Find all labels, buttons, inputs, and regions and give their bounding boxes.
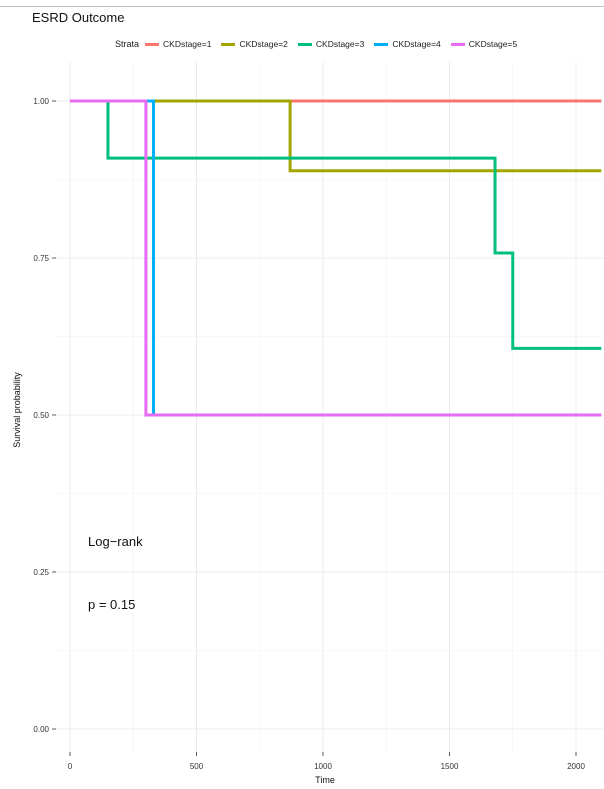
x-tick-label: 2000 (567, 762, 585, 771)
legend-item-ckdstage-2: CKDstage=2 (221, 39, 288, 49)
x-tick-label: 500 (190, 762, 204, 771)
y-axis-label: Survival probability (12, 372, 22, 448)
legend: Strata CKDstage=1 CKDstage=2 CKDstage=3 CKD… (115, 39, 527, 49)
series-line-ckdstage-2 (70, 99, 602, 173)
x-tick-label: 1000 (314, 762, 332, 771)
y-tick-label: 1.00 (33, 97, 49, 106)
legend-key (297, 42, 312, 46)
x-tick-label: 0 (68, 762, 73, 771)
chart-title: ESRD Outcome (32, 10, 125, 25)
y-tick-label: 0.00 (33, 725, 49, 734)
legend-item-ckdstage-3: CKDstage=3 (297, 39, 365, 49)
legend-title: Strata (115, 39, 140, 49)
annotation-log-rank: Log−rank (88, 534, 143, 549)
annotation-p-value: p = 0.15 (88, 597, 135, 612)
legend-label: CKDstage=5 (468, 39, 518, 49)
x-axis-label: Time (315, 775, 335, 785)
legend-label: CKDstage=3 (315, 39, 365, 49)
legend-key (450, 42, 465, 46)
legend-item-ckdstage-5: CKDstage=5 (450, 39, 518, 49)
legend-label: CKDstage=1 (163, 39, 212, 49)
y-tick-label: 0.25 (33, 568, 49, 577)
legend-key (221, 42, 236, 46)
legend-label: CKDstage=2 (239, 39, 288, 49)
series-line-ckdstage-5 (70, 99, 602, 417)
y-tick-label: 0.75 (33, 254, 49, 263)
legend-key (374, 42, 389, 46)
top-border (0, 6, 604, 7)
x-tick-label: 1500 (441, 762, 459, 771)
legend-item-ckdstage-4: CKDstage=4 (374, 39, 441, 49)
series-line-ckdstage-3 (70, 99, 602, 350)
legend-key (145, 42, 160, 46)
y-tick-label: 0.50 (33, 411, 49, 420)
legend-item-ckdstage-1: CKDstage=1 (145, 39, 211, 49)
legend-label: CKDstage=4 (392, 39, 441, 49)
